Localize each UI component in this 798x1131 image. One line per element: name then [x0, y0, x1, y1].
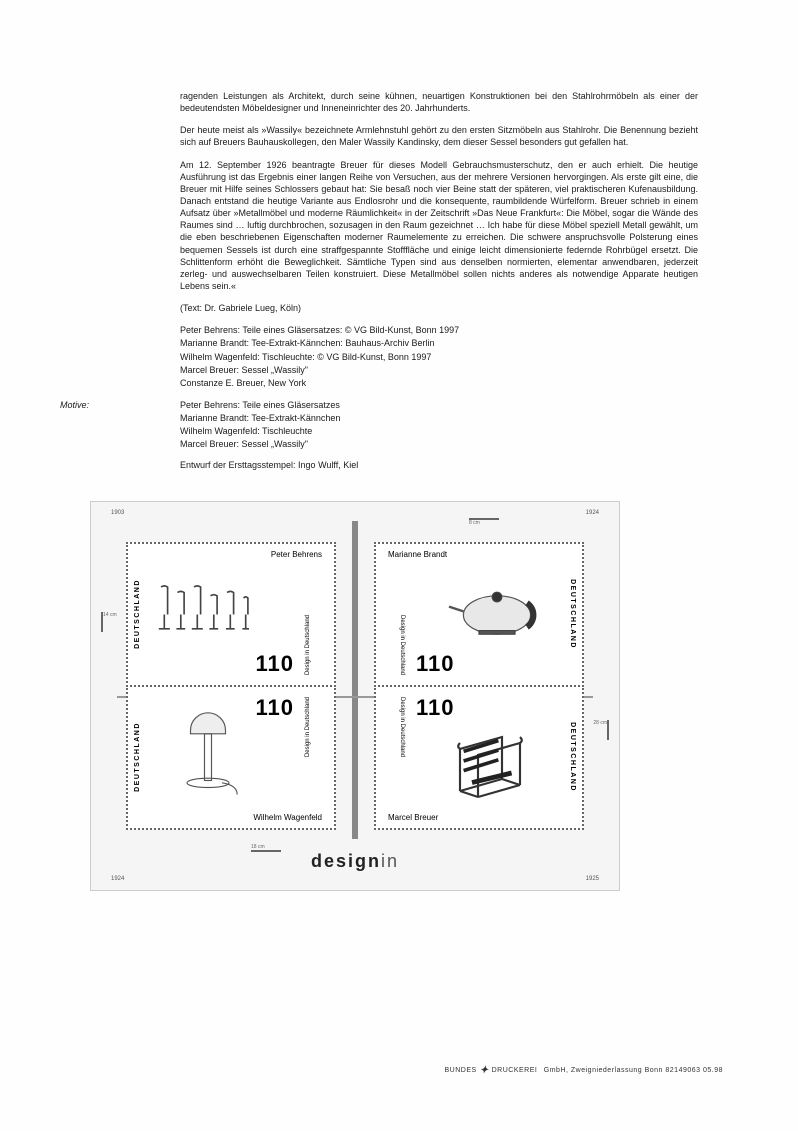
stamp-behrens: DEUTSCHLAND Peter Behrens Design in Deut…	[126, 542, 336, 687]
stamp-value: 110	[416, 695, 455, 721]
publisher-footer: BUNDES✦DRUCKEREI GmbH, Zweigniederlassun…	[445, 1065, 723, 1076]
credit-line: Peter Behrens: Teile eines Gläsersatzes:…	[180, 324, 698, 336]
design-label: Design in Deutschland	[398, 615, 405, 675]
stamp-brandt: DEUTSCHLAND Marianne Brandt Design in De…	[374, 542, 584, 687]
credit-line: Wilhelm Wagenfeld: Tischleuchte: © VG Bi…	[180, 351, 698, 363]
paragraph-3: Am 12. September 1926 beantragte Breuer …	[180, 159, 698, 293]
designer-name: Peter Behrens	[271, 550, 322, 559]
scale-bottom: 18 cm	[251, 844, 281, 852]
stamp-value: 110	[256, 651, 295, 677]
motive-item: Wilhelm Wagenfeld: Tischleuchte	[180, 425, 698, 437]
glasses-icon	[150, 574, 260, 644]
stamp-breuer: DEUTSCHLAND Marcel Breuer Design in Deut…	[374, 685, 584, 830]
motive-item: Marianne Brandt: Tee-Extrakt-Kännchen	[180, 412, 698, 424]
country-label: DEUTSCHLAND	[134, 722, 141, 792]
year-tr: 1924	[586, 510, 599, 516]
credit-line: Marianne Brandt: Tee-Extrakt-Kännchen: B…	[180, 337, 698, 349]
stamp-value: 110	[416, 651, 455, 677]
year-br: 1925	[586, 876, 599, 882]
design-label: Design in Deutschland	[398, 697, 405, 757]
teapot-icon	[437, 569, 557, 649]
title-bold: design	[311, 851, 381, 871]
designer-name: Marcel Breuer	[388, 813, 438, 822]
motive-item: Marcel Breuer: Sessel „Wassily"	[180, 438, 698, 450]
document-body: ragenden Leistungen als Architekt, durch…	[180, 90, 698, 471]
block-title: designin	[311, 851, 399, 872]
scale-top: 8 cm	[469, 518, 499, 526]
year-tl: 1903	[111, 510, 124, 516]
author-credit: (Text: Dr. Gabriele Lueg, Köln)	[180, 302, 698, 314]
paragraph-1: ragenden Leistungen als Architekt, durch…	[180, 90, 698, 114]
designer-name: Marianne Brandt	[388, 550, 447, 559]
footer-prefix: BUNDES	[445, 1067, 477, 1074]
year-bl: 1924	[111, 876, 124, 882]
credit-line: Marcel Breuer: Sessel „Wassily"	[180, 364, 698, 376]
stamp-miniature-sheet: 1903 1924 1924 1925 8 cm 14 cm 18 cm 28 …	[90, 501, 620, 891]
image-credits: Peter Behrens: Teile eines Gläsersatzes:…	[180, 324, 698, 389]
design-label: Design in Deutschland	[305, 697, 312, 757]
entwurf-line: Entwurf der Ersttagsstempel: Ingo Wulff,…	[180, 459, 698, 471]
stamp-value: 110	[256, 695, 295, 721]
wassily-chair-icon	[442, 722, 562, 812]
scale-left: 14 cm	[101, 612, 117, 632]
footer-suffix: DRUCKEREI	[492, 1067, 538, 1074]
country-label: DEUTSCHLAND	[134, 579, 141, 649]
motive-section: Motive: Peter Behrens: Teile eines Gläse…	[180, 399, 698, 471]
scale-right: 28 cm	[593, 720, 609, 740]
paragraph-2: Der heute meist als »Wassily« bezeichnet…	[180, 124, 698, 148]
country-label: DEUTSCHLAND	[569, 579, 576, 649]
country-label: DEUTSCHLAND	[569, 722, 576, 792]
credit-line: Constanze E. Breuer, New York	[180, 377, 698, 389]
lamp-icon	[173, 707, 243, 812]
center-bar-vertical	[352, 521, 358, 839]
designer-name: Wilhelm Wagenfeld	[253, 813, 322, 822]
title-light: in	[381, 851, 399, 871]
footer-rest: GmbH, Zweigniederlassung Bonn 82149063 0…	[544, 1067, 723, 1074]
motive-item: Peter Behrens: Teile eines Gläsersatzes	[180, 399, 698, 411]
design-label: Design in Deutschland	[305, 615, 312, 675]
motive-label: Motive:	[60, 399, 89, 411]
stamp-wagenfeld: DEUTSCHLAND Wilhelm Wagenfeld Design in …	[126, 685, 336, 830]
eagle-logo-icon: ✦	[480, 1065, 489, 1076]
